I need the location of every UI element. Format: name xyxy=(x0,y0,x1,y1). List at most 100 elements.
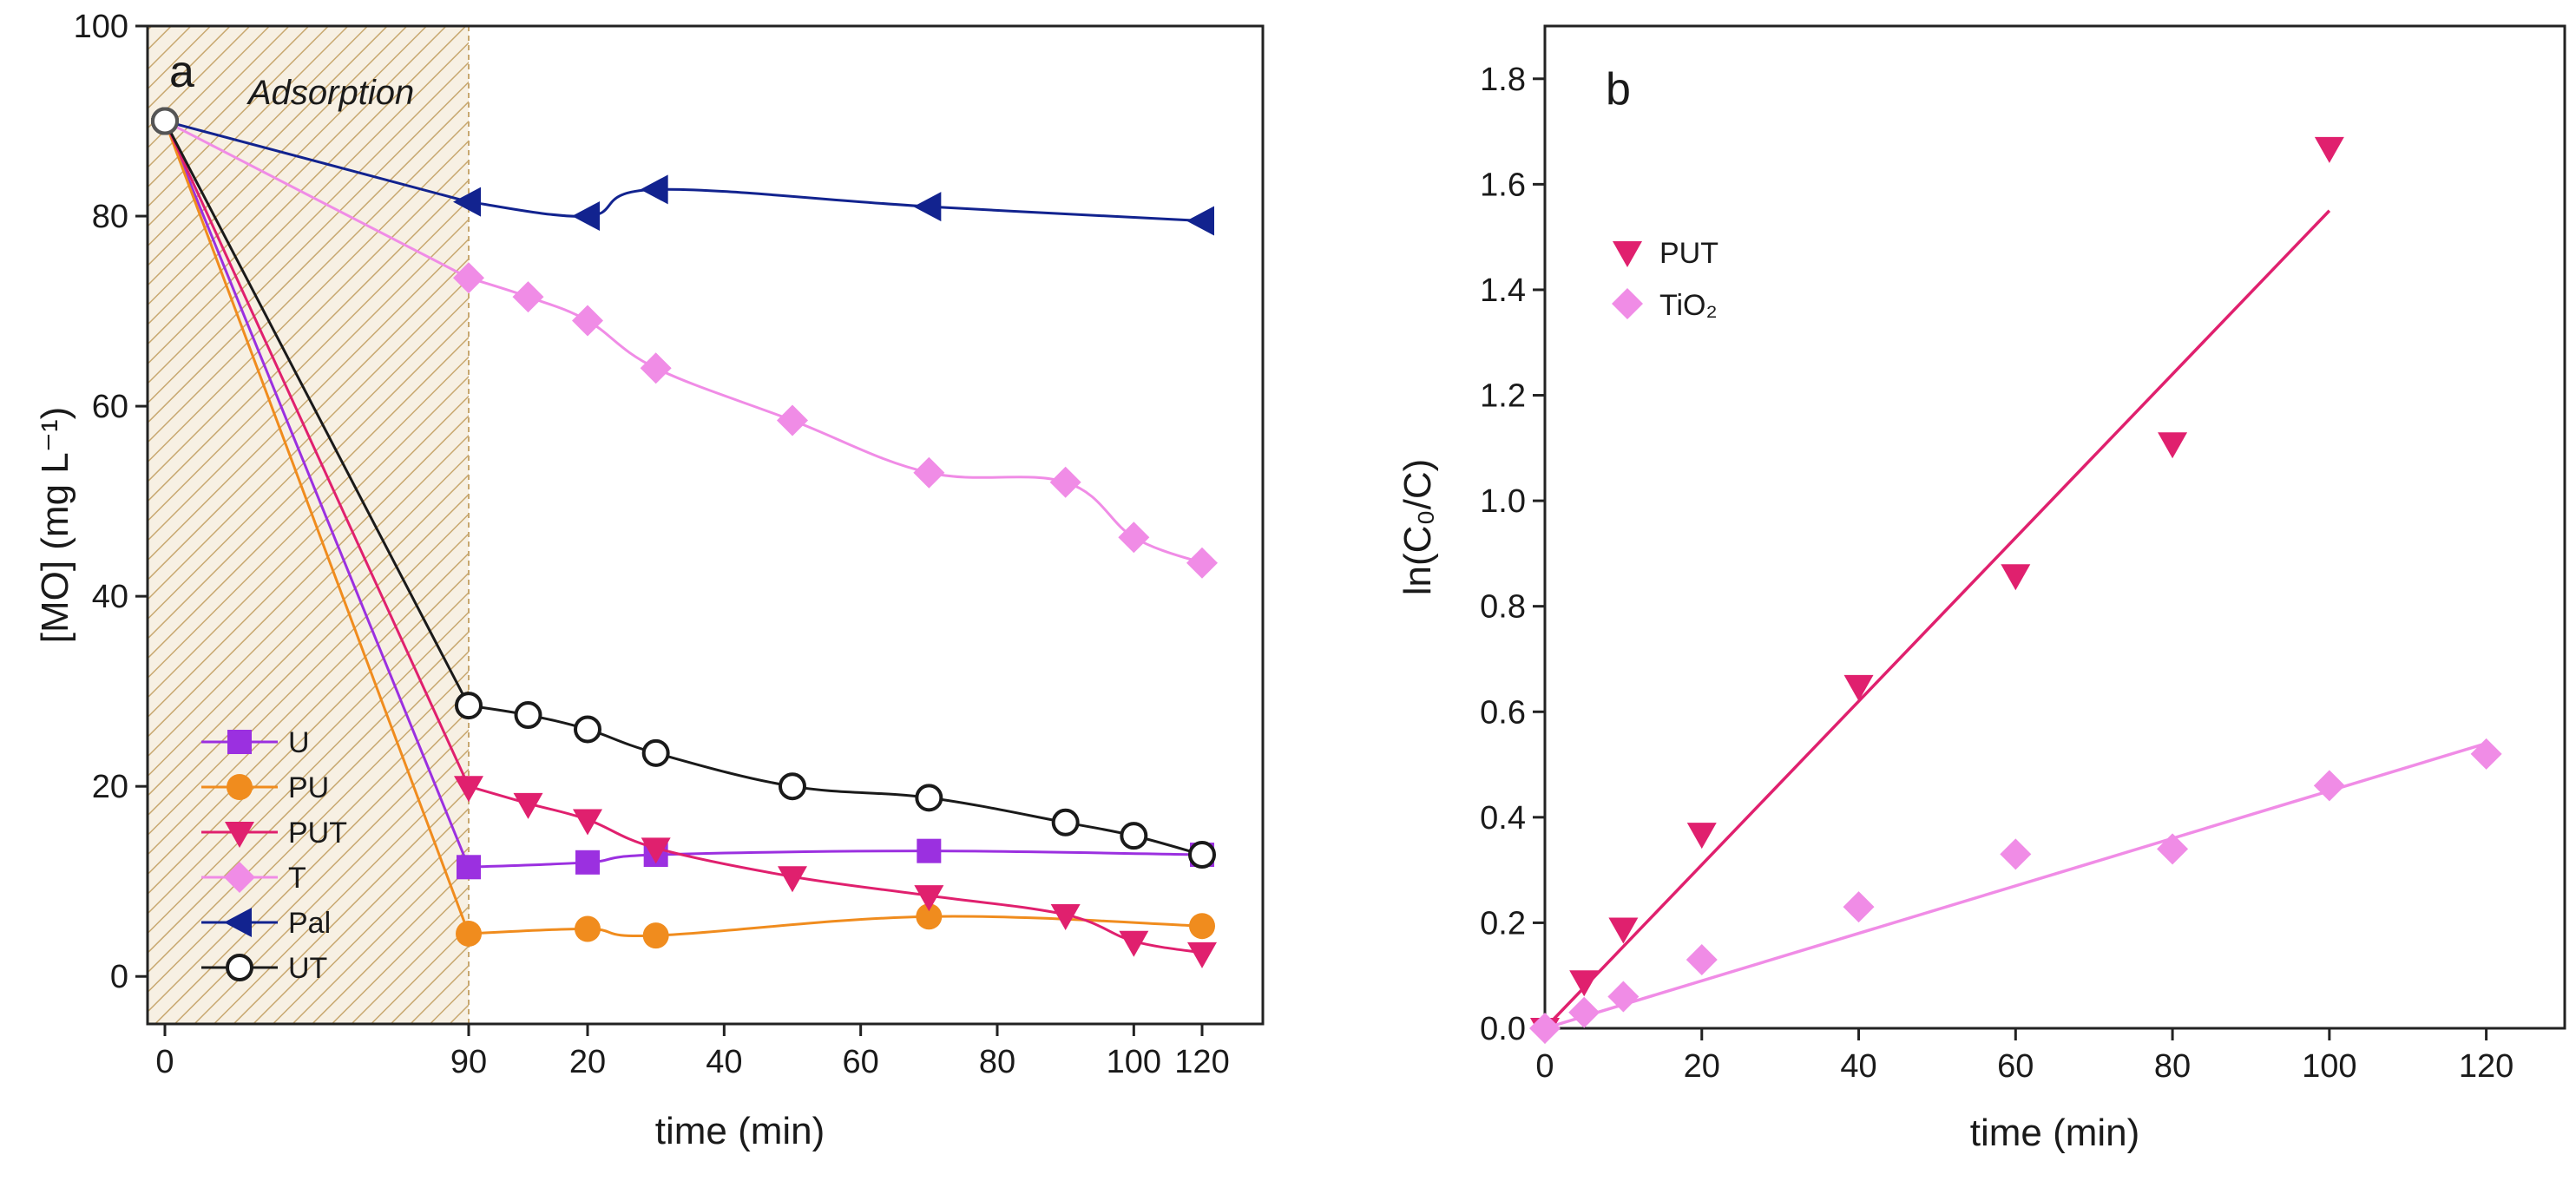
data-point xyxy=(1186,206,1214,236)
data-point xyxy=(2001,564,2031,591)
x-tick-label: 60 xyxy=(1997,1048,2034,1085)
legend-label: PUT xyxy=(1659,237,1718,270)
legend-label: U xyxy=(288,726,310,759)
data-point xyxy=(1608,917,1639,944)
y-tick-label: 0 xyxy=(110,959,128,995)
x-axis-title: time (min) xyxy=(1970,1112,2140,1154)
x-axis-title: time (min) xyxy=(655,1110,825,1152)
legend-label: PUT xyxy=(288,817,347,850)
x-tick-label: 0 xyxy=(155,1044,174,1080)
data-point xyxy=(1187,942,1217,968)
panel-b-chart: 0.0 0.2 0.4 0.6 0.8 1.0 1.2 1.4 1.6 1.8 0 20 40 60 80 1… xyxy=(1396,24,2566,1154)
series-put xyxy=(1530,136,2344,1044)
legend: U PU PUT T Pal UT xyxy=(201,726,347,985)
series-line-drop xyxy=(164,120,470,204)
data-point xyxy=(2314,136,2344,163)
y-tick-label: 40 xyxy=(92,579,128,615)
series-line-drop xyxy=(164,120,470,279)
x-tick-label: 120 xyxy=(1174,1044,1229,1080)
x-tick-label: 90 xyxy=(450,1044,487,1080)
x-tick-label: 60 xyxy=(843,1044,879,1080)
data-point xyxy=(1188,841,1216,869)
y-axis-title: [MO] (mg L⁻¹) xyxy=(34,407,76,644)
y-tick-label: 1.6 xyxy=(1480,167,1526,203)
series-t xyxy=(151,107,1218,579)
data-point xyxy=(1120,822,1148,850)
series-line-drop xyxy=(163,120,470,868)
x-tick-label: 100 xyxy=(1107,1044,1161,1080)
data-point xyxy=(2157,833,2189,865)
data-point xyxy=(1686,823,1717,850)
series-line xyxy=(468,784,1203,955)
y-tick-label: 0.4 xyxy=(1480,800,1526,837)
data-point xyxy=(2470,738,2502,770)
y-tick-label: 0.8 xyxy=(1480,589,1526,626)
data-point xyxy=(777,404,808,436)
series-tio2 xyxy=(1529,738,2502,1044)
y-tick-label: 0.6 xyxy=(1480,694,1526,731)
data-point xyxy=(1186,547,1218,579)
data-point xyxy=(513,792,543,819)
legend-label: TiO₂ xyxy=(1659,289,1718,322)
legend-label: Pal xyxy=(288,907,331,940)
x-tick-label: 20 xyxy=(1684,1048,1720,1085)
data-point xyxy=(2000,838,2032,870)
legend-marker xyxy=(227,730,252,754)
data-point xyxy=(572,201,600,232)
series-put xyxy=(151,107,1217,968)
data-point xyxy=(641,837,671,864)
legend-marker xyxy=(227,774,253,800)
data-point xyxy=(455,692,483,720)
y-tick-label: 100 xyxy=(74,9,128,45)
data-point xyxy=(573,809,602,836)
data-point xyxy=(2313,770,2345,802)
legend-marker xyxy=(1613,241,1642,267)
y-tick-label: 80 xyxy=(92,199,128,235)
x-tick-label: 40 xyxy=(706,1044,742,1080)
series-line-drop xyxy=(163,120,470,706)
data-point xyxy=(1051,808,1080,837)
data-point xyxy=(514,701,542,730)
data-point xyxy=(1119,930,1149,957)
data-point xyxy=(913,456,945,489)
series-line xyxy=(468,850,1203,869)
legend-marker xyxy=(226,954,253,981)
y-tick-label: 0.2 xyxy=(1480,905,1526,942)
y-tick-label: 1.8 xyxy=(1480,62,1526,98)
legend-label: UT xyxy=(288,952,327,985)
data-point xyxy=(1569,970,1600,997)
x-tick-label: 120 xyxy=(2459,1048,2514,1085)
data-point xyxy=(454,776,483,803)
x-tick-label: 80 xyxy=(2154,1048,2191,1085)
y-axis-title: ln(C₀/C) xyxy=(1396,459,1439,596)
data-point xyxy=(453,262,484,294)
fit-line xyxy=(1543,209,2331,1030)
data-point xyxy=(640,174,668,205)
legend-marker xyxy=(225,822,254,848)
series-ut xyxy=(151,107,1216,869)
data-point xyxy=(779,772,806,801)
legend-marker xyxy=(1612,288,1643,319)
data-point xyxy=(1843,891,1875,923)
data-point xyxy=(1189,913,1215,940)
x-tick-label: 40 xyxy=(1840,1048,1876,1085)
data-point xyxy=(778,866,807,893)
data-point xyxy=(640,352,672,384)
plot-frame xyxy=(1543,24,2566,1030)
data-point xyxy=(1607,981,1640,1013)
data-point xyxy=(1843,674,1874,701)
series-line-drop xyxy=(163,120,470,787)
series-line-drop xyxy=(163,120,470,935)
data-point xyxy=(575,850,600,875)
data-point xyxy=(913,192,942,222)
data-point xyxy=(2158,432,2188,459)
panel-label: a xyxy=(169,47,194,97)
y-tick-label: 1.0 xyxy=(1480,483,1526,520)
plot-frame xyxy=(146,24,1265,1026)
fit-line xyxy=(1544,742,2487,1030)
data-point xyxy=(456,920,482,947)
y-tick-label: 0.0 xyxy=(1480,1011,1526,1047)
y-tick-label: 60 xyxy=(92,389,128,425)
data-point xyxy=(1050,904,1081,931)
